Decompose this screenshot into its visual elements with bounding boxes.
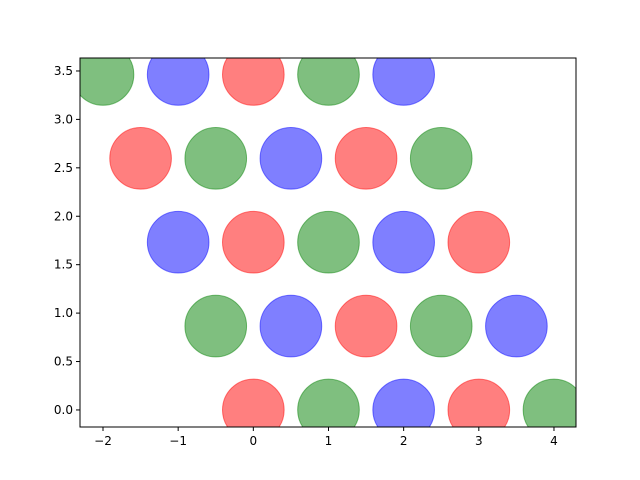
point-red-18 <box>334 127 398 190</box>
y-tick-label: 3.5 <box>54 64 73 78</box>
x-axis: −2 −1 0 1 2 3 4 <box>94 427 558 448</box>
point-red-22 <box>222 58 285 106</box>
point-red-7 <box>334 294 398 358</box>
y-tick-label: 3.0 <box>54 112 73 126</box>
x-tick-label: 1 <box>325 434 333 448</box>
x-tick-label: −2 <box>94 434 112 448</box>
point-blue-2 <box>372 378 435 427</box>
point-green-19 <box>409 127 473 190</box>
point-red-14 <box>447 210 511 274</box>
point-green-23 <box>297 58 360 106</box>
point-green-5 <box>184 294 248 358</box>
point-green-8 <box>409 294 473 358</box>
point-blue-21 <box>146 58 210 106</box>
y-axis: 0.0 0.5 1.0 1.5 2.0 2.5 3.0 3.5 <box>54 64 80 417</box>
point-red-11 <box>222 210 285 274</box>
point-red-3 <box>447 378 511 427</box>
point-red-15 <box>109 127 172 190</box>
point-blue-9 <box>485 294 548 358</box>
point-green-1 <box>297 378 360 427</box>
point-green-12 <box>297 210 360 274</box>
x-tick-label: −1 <box>169 434 187 448</box>
points-layer <box>80 58 576 427</box>
point-green-16 <box>184 127 248 190</box>
x-tick-label: 0 <box>250 434 258 448</box>
x-tick-label: 2 <box>400 434 408 448</box>
point-blue-10 <box>146 210 210 274</box>
point-blue-17 <box>259 127 323 190</box>
x-tick-label: 4 <box>550 434 558 448</box>
y-tick-label: 2.0 <box>54 209 73 223</box>
point-green-4 <box>522 378 576 427</box>
y-tick-label: 1.0 <box>54 306 73 320</box>
point-blue-6 <box>259 294 323 358</box>
y-tick-label: 0.0 <box>54 403 73 417</box>
y-tick-label: 1.5 <box>54 258 73 272</box>
y-tick-label: 0.5 <box>54 355 73 369</box>
y-tick-label: 2.5 <box>54 161 73 175</box>
x-tick-label: 3 <box>475 434 483 448</box>
point-blue-24 <box>372 58 435 106</box>
point-red-0 <box>222 378 285 427</box>
point-green-20 <box>80 58 135 106</box>
point-blue-13 <box>372 210 435 274</box>
